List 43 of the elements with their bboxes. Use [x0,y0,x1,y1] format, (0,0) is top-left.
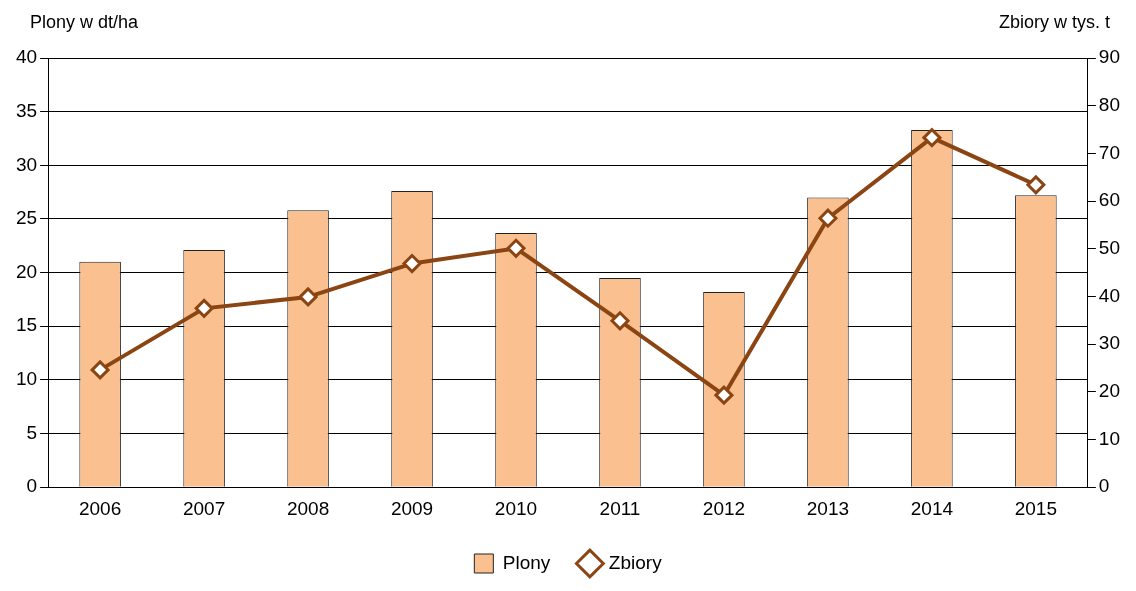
y-axis-title: Plony w dt/ha [30,12,139,33]
x-tick-label: 2011 [599,497,641,519]
y2-tick-label: 10 [1098,427,1121,449]
x-tick-label: 2015 [1014,497,1058,519]
y-tick-label: 40 [15,46,38,68]
y2-tick-label: 80 [1098,93,1121,115]
y2-tick-label: 90 [1098,46,1121,68]
point [818,208,838,228]
point [1026,175,1046,195]
y2-tick-label: 60 [1098,189,1121,211]
x-tick-label: 2009 [390,497,434,519]
point [922,128,942,148]
legend-label: Zbiory [608,551,663,573]
y2-tick-label: 20 [1098,380,1121,402]
x-tick-label: 2010 [494,497,538,519]
y-tick-label: 30 [15,153,38,175]
x-tick-label: 2006 [78,497,122,519]
y2-tick-label: 0 [1098,475,1110,497]
x-tick-label: 2012 [702,497,746,519]
x-tick-label: 2014 [910,497,954,519]
y2-tick-label: 50 [1098,236,1121,258]
y-tick-label: 0 [26,475,38,497]
point [298,287,318,307]
point [90,360,110,380]
y-tick-label: 10 [15,368,38,390]
point [402,254,422,274]
y-tick-label: 35 [15,99,38,121]
point [194,298,214,318]
point [610,311,630,331]
y2-axis-title: Zbiory w tys. t [998,12,1110,33]
y2-tick-label: 70 [1098,141,1121,163]
legend-label: Plony [502,551,551,573]
y-tick-label: 25 [15,207,38,229]
y-tick-label: 5 [26,421,38,443]
y2-tick-label: 40 [1098,284,1121,306]
point [506,238,526,258]
y-tick-label: 15 [15,314,38,336]
y2-tick-label: 30 [1098,332,1121,354]
point [714,385,734,405]
y-tick-label: 20 [15,260,38,282]
x-tick-label: 2013 [806,497,850,519]
x-tick-label: 2007 [182,497,226,519]
x-tick-label: 2008 [286,497,330,519]
